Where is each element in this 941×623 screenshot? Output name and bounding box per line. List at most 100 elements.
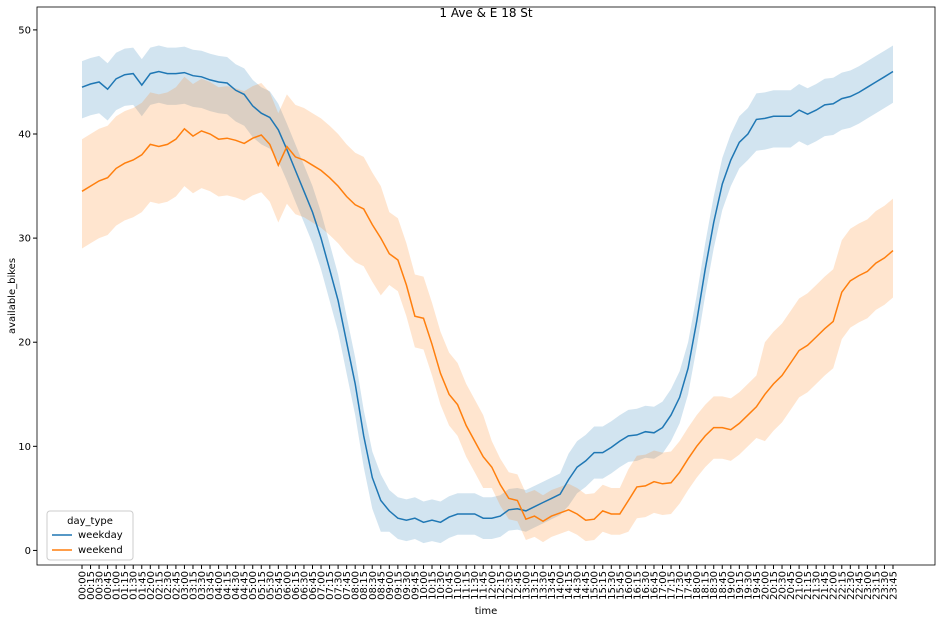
x-tick-label: 18:00 <box>692 571 703 600</box>
x-tick-label: 20:15 <box>769 571 780 600</box>
x-tick-label: 10:00 <box>419 571 430 600</box>
x-tick-label: 15:45 <box>615 571 626 600</box>
legend-label: weekday <box>78 530 123 541</box>
x-tick-label: 23:00 <box>863 571 874 600</box>
x-tick-label: 00:15 <box>86 571 97 600</box>
x-tick-label: 13:30 <box>538 571 549 600</box>
x-tick-label: 23:30 <box>880 571 891 600</box>
x-tick-label: 12:45 <box>513 571 524 600</box>
x-tick-label: 07:00 <box>317 571 328 600</box>
x-tick-label: 08:45 <box>376 571 387 600</box>
x-tick-label: 14:15 <box>564 571 575 600</box>
x-tick-label: 11:00 <box>453 571 464 600</box>
x-tick-label: 16:15 <box>632 571 643 600</box>
x-tick-label: 03:00 <box>180 571 191 600</box>
confidence-band <box>82 45 893 544</box>
x-tick-label: 01:15 <box>120 571 131 600</box>
x-tick-label: 08:00 <box>351 571 362 600</box>
x-tick-label: 13:45 <box>547 571 558 600</box>
x-tick-label: 03:45 <box>206 571 217 600</box>
x-tick-label: 05:00 <box>248 571 259 600</box>
x-tick-label: 20:30 <box>778 571 789 600</box>
x-tick-label: 22:00 <box>829 571 840 600</box>
x-tick-label: 18:30 <box>709 571 720 600</box>
confidence-band <box>82 76 893 543</box>
x-tick-label: 04:00 <box>214 571 225 600</box>
x-tick-label: 15:00 <box>590 571 601 600</box>
x-tick-label: 19:00 <box>726 571 737 600</box>
x-tick-label: 15:15 <box>598 571 609 600</box>
x-tick-label: 09:45 <box>410 571 421 600</box>
x-tick-label: 06:45 <box>308 571 319 600</box>
x-tick-label: 10:30 <box>436 571 447 600</box>
y-tick-label: 0 <box>25 546 31 557</box>
x-tick-label: 20:45 <box>786 571 797 600</box>
x-tick-label: 17:15 <box>667 571 678 600</box>
legend-title: day_type <box>67 516 113 527</box>
x-tick-label: 14:45 <box>581 571 592 600</box>
x-tick-label: 21:00 <box>795 571 806 600</box>
x-tick-label: 05:15 <box>257 571 268 600</box>
x-tick-label: 16:00 <box>624 571 635 600</box>
x-tick-label: 11:30 <box>470 571 481 600</box>
x-tick-label: 10:15 <box>428 571 439 600</box>
x-tick-label: 14:00 <box>556 571 567 600</box>
x-tick-label: 15:30 <box>607 571 618 600</box>
x-tick-label: 03:15 <box>188 571 199 600</box>
x-tick-label: 19:15 <box>735 571 746 600</box>
x-tick-label: 19:30 <box>743 571 754 600</box>
x-tick-label: 16:45 <box>649 571 660 600</box>
x-tick-label: 13:00 <box>521 571 532 600</box>
x-tick-label: 00:45 <box>103 571 114 600</box>
x-tick-label: 18:45 <box>718 571 729 600</box>
x-tick-label: 07:45 <box>342 571 353 600</box>
x-tick-label: 07:30 <box>334 571 345 600</box>
x-tick-label: 05:30 <box>265 571 276 600</box>
x-tick-label: 17:00 <box>658 571 669 600</box>
x-tick-label: 11:45 <box>479 571 490 600</box>
x-tick-label: 13:15 <box>530 571 541 600</box>
series-line <box>81 70 894 524</box>
x-tick-label: 04:30 <box>231 571 242 600</box>
y-tick-label: 30 <box>18 234 31 245</box>
x-tick-label: 21:45 <box>820 571 831 600</box>
x-tick-label: 22:45 <box>854 571 865 600</box>
x-tick-label: 12:15 <box>496 571 507 600</box>
x-tick-label: 02:45 <box>171 571 182 600</box>
y-tick-label: 50 <box>18 25 31 36</box>
x-tick-label: 09:15 <box>393 571 404 600</box>
x-tick-label: 02:00 <box>146 571 157 600</box>
x-tick-label: 01:30 <box>129 571 140 600</box>
y-tick-label: 40 <box>18 130 31 141</box>
plot-frame <box>36 6 936 566</box>
x-tick-label: 06:30 <box>299 571 310 600</box>
x-tick-label: 03:30 <box>197 571 208 600</box>
x-tick-label: 00:30 <box>95 571 106 600</box>
x-axis-label: time <box>475 606 498 617</box>
x-tick-label: 14:30 <box>573 571 584 600</box>
x-tick-label: 04:15 <box>223 571 234 600</box>
x-tick-label: 09:30 <box>402 571 413 600</box>
x-tick-label: 08:15 <box>359 571 370 600</box>
series-line <box>81 127 894 523</box>
legend-box <box>46 510 134 561</box>
x-tick-label: 21:30 <box>812 571 823 600</box>
x-tick-label: 02:30 <box>163 571 174 600</box>
x-tick-label: 17:45 <box>684 571 695 600</box>
x-tick-label: 09:00 <box>385 571 396 600</box>
legend-label: weekend <box>78 545 123 556</box>
y-tick-label: 10 <box>18 442 31 453</box>
x-tick-label: 12:30 <box>504 571 515 600</box>
x-tick-label: 16:30 <box>641 571 652 600</box>
x-tick-label: 20:00 <box>760 571 771 600</box>
x-tick-label: 21:15 <box>803 571 814 600</box>
x-tick-label: 22:15 <box>837 571 848 600</box>
x-tick-label: 23:15 <box>871 571 882 600</box>
x-tick-label: 19:45 <box>752 571 763 600</box>
x-tick-label: 17:30 <box>675 571 686 600</box>
x-tick-label: 22:30 <box>846 571 857 600</box>
x-tick-label: 05:45 <box>274 571 285 600</box>
x-tick-label: 00:00 <box>78 571 89 600</box>
